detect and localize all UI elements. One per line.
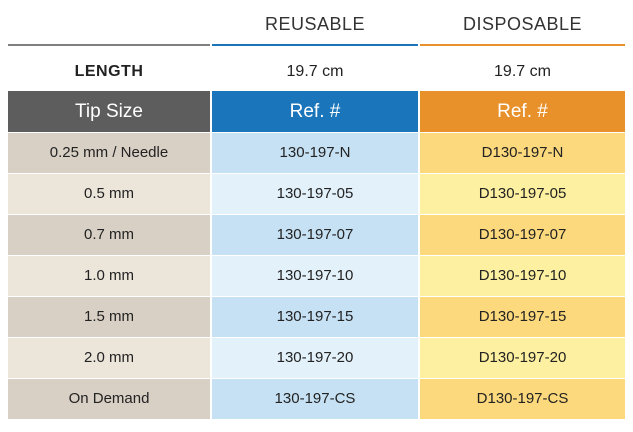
tip-size-header: Tip Size <box>8 91 210 132</box>
reusable-ref-cell: 130-197-07 <box>212 215 418 255</box>
disposable-ref-cell: D130-197-15 <box>420 297 625 337</box>
disposable-ref-cell: D130-197-N <box>420 133 625 173</box>
table-row: 2.0 mm 130-197-20 D130-197-20 <box>0 338 633 378</box>
disposable-ref-cell: D130-197-10 <box>420 256 625 296</box>
disposable-heading: DISPOSABLE <box>462 14 583 34</box>
tip-size-cell: On Demand <box>8 379 210 419</box>
disposable-heading-rule <box>420 44 625 46</box>
tip-size-cell: 1.0 mm <box>8 256 210 296</box>
tip-size-cell: 0.25 mm / Needle <box>8 133 210 173</box>
table-row: 1.5 mm 130-197-15 D130-197-15 <box>0 297 633 337</box>
disposable-ref-cell: D130-197-20 <box>420 338 625 378</box>
reusable-ref-cell: 130-197-15 <box>212 297 418 337</box>
reusable-ref-cell: 130-197-05 <box>212 174 418 214</box>
reusable-ref-cell: 130-197-10 <box>212 256 418 296</box>
tip-size-cell: 1.5 mm <box>8 297 210 337</box>
reusable-ref-cell: 130-197-N <box>212 133 418 173</box>
tip-size-cell: 0.5 mm <box>8 174 210 214</box>
disposable-length-value: 19.7 cm <box>494 63 551 80</box>
table-row: 1.0 mm 130-197-10 D130-197-10 <box>0 256 633 296</box>
length-label: LENGTH <box>74 63 144 80</box>
disposable-ref-cell: D130-197-CS <box>420 379 625 419</box>
table-row: On Demand 130-197-CS D130-197-CS <box>0 379 633 419</box>
table-row: 0.25 mm / Needle 130-197-N D130-197-N <box>0 133 633 173</box>
table-header-row: Tip Size Ref. # Ref. # <box>0 91 633 132</box>
reusable-heading: REUSABLE <box>264 14 366 34</box>
reusable-ref-cell: 130-197-CS <box>212 379 418 419</box>
table-row: 0.7 mm 130-197-07 D130-197-07 <box>0 215 633 255</box>
reusable-length-value: 19.7 cm <box>286 63 344 80</box>
tip-size-cell: 2.0 mm <box>8 338 210 378</box>
tip-size-heading-rule <box>8 44 210 46</box>
reusable-heading-rule <box>212 44 418 46</box>
column-headings: REUSABLE DISPOSABLE <box>0 0 633 50</box>
tip-size-cell: 0.7 mm <box>8 215 210 255</box>
reusable-ref-cell: 130-197-20 <box>212 338 418 378</box>
disposable-ref-header: Ref. # <box>420 91 625 132</box>
reusable-ref-header: Ref. # <box>212 91 418 132</box>
length-row: LENGTH 19.7 cm 19.7 cm <box>0 58 633 86</box>
disposable-ref-cell: D130-197-05 <box>420 174 625 214</box>
disposable-ref-cell: D130-197-07 <box>420 215 625 255</box>
table-row: 0.5 mm 130-197-05 D130-197-05 <box>0 174 633 214</box>
